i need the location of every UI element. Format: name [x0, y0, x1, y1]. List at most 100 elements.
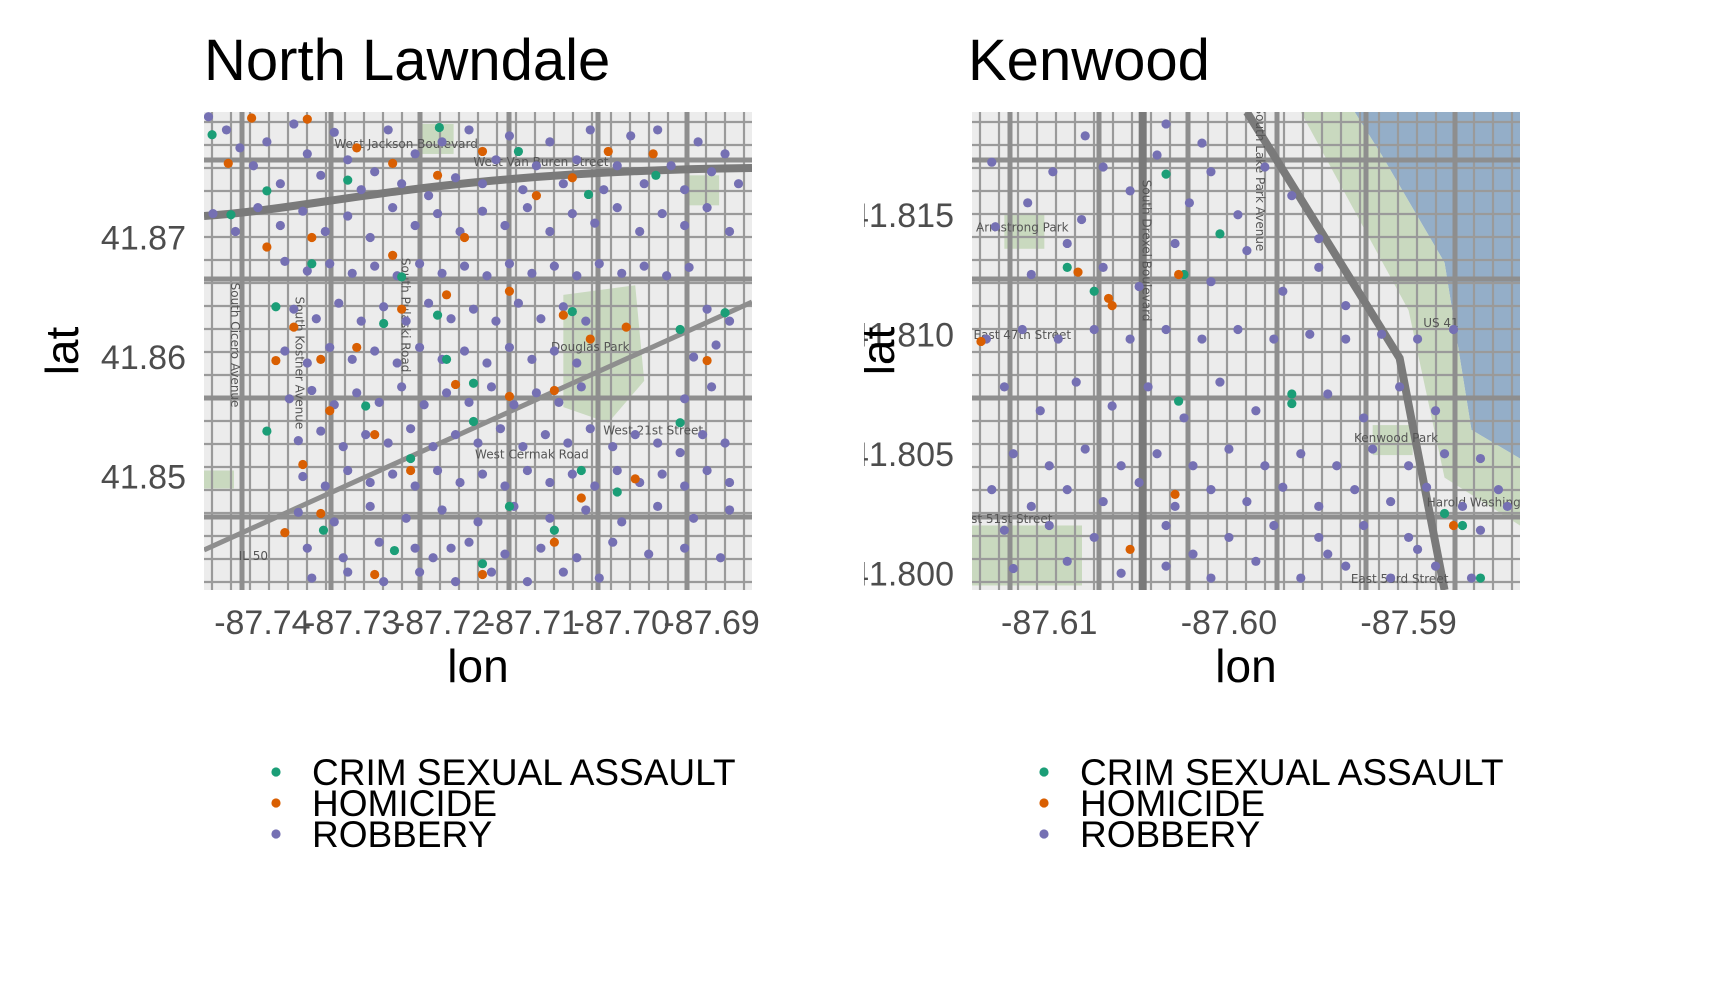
point-robbery: [653, 501, 663, 511]
y-tick-label: 41.800: [864, 555, 954, 593]
point-robbery: [379, 302, 389, 312]
point-crim-sexual-assault: [307, 259, 317, 269]
point-robbery: [343, 465, 353, 476]
point-robbery: [518, 185, 528, 195]
map-label-east-47th-street: East 47th Street: [974, 328, 1072, 342]
point-robbery: [612, 161, 622, 171]
x-tick-label: -87.72: [394, 604, 490, 642]
point-robbery: [657, 469, 667, 479]
point-homicide: [432, 170, 443, 180]
point-homicide: [316, 508, 326, 519]
point-robbery: [1206, 277, 1216, 287]
point-robbery: [320, 481, 330, 491]
point-robbery: [352, 388, 362, 398]
point-robbery: [518, 442, 528, 452]
x-tick-label: -87.70: [574, 604, 670, 642]
point-robbery: [486, 567, 497, 577]
point-robbery: [500, 481, 510, 491]
point-homicide: [1448, 520, 1459, 531]
point-crim-sexual-assault: [1161, 169, 1171, 179]
point-robbery: [612, 203, 622, 213]
street-grid: [204, 112, 752, 590]
point-homicide: [477, 569, 488, 580]
point-robbery: [379, 577, 389, 587]
point-robbery: [504, 131, 515, 141]
point-crim-sexual-assault: [612, 487, 622, 497]
point-robbery: [522, 203, 533, 213]
lake-michigan: [1354, 112, 1520, 459]
point-robbery: [410, 220, 420, 231]
point-robbery: [316, 170, 326, 180]
point-robbery: [617, 268, 627, 278]
point-crim-sexual-assault: [1089, 286, 1099, 296]
point-robbery: [235, 143, 245, 153]
point-homicide: [1174, 269, 1184, 280]
point-robbery: [1359, 413, 1369, 423]
point-robbery: [1116, 568, 1126, 578]
point-homicide: [648, 149, 658, 159]
point-homicide: [549, 385, 559, 396]
point-robbery: [1026, 269, 1036, 280]
point-robbery: [450, 430, 461, 440]
point-robbery: [1269, 334, 1279, 344]
map-label-south-lake-park-avenue: South Lake Park Avenue: [1253, 107, 1267, 252]
point-robbery: [464, 125, 474, 135]
point-robbery: [590, 481, 600, 491]
point-robbery: [558, 567, 568, 577]
series-homicide: [223, 113, 712, 580]
point-robbery: [343, 567, 353, 577]
point-robbery: [1412, 334, 1423, 344]
point-robbery: [617, 517, 627, 527]
point-robbery: [477, 179, 488, 189]
point-homicide: [302, 114, 312, 124]
point-robbery: [1125, 334, 1135, 344]
point-robbery: [1035, 406, 1045, 416]
point-homicide: [450, 379, 461, 390]
point-robbery: [491, 316, 501, 326]
point-robbery: [473, 438, 483, 448]
point-robbery: [1314, 501, 1324, 511]
point-crim-sexual-assault: [379, 318, 389, 329]
point-robbery: [1404, 532, 1414, 543]
point-robbery: [1161, 324, 1171, 335]
point-crim-sexual-assault: [1439, 508, 1450, 519]
point-robbery: [370, 167, 380, 177]
legend-key-robbery: [1039, 829, 1049, 839]
point-robbery: [662, 271, 672, 281]
point-robbery: [1439, 449, 1450, 459]
kenwood-chart: Armstrong Park East 47th Street South Drex…: [864, 28, 1520, 855]
point-robbery: [689, 352, 699, 362]
point-crim-sexual-assault: [675, 324, 685, 335]
legend-label-crim-sexual-assault: CRIM SEXUAL ASSAULT: [312, 752, 736, 793]
point-homicide: [621, 322, 631, 332]
point-robbery: [1269, 520, 1279, 531]
point-robbery: [1125, 186, 1135, 196]
point-robbery: [208, 208, 218, 219]
point-robbery: [383, 438, 393, 448]
point-robbery: [1098, 496, 1108, 507]
point-robbery: [477, 206, 488, 216]
point-robbery: [522, 577, 533, 587]
point-crim-sexual-assault: [675, 418, 685, 428]
point-crim-sexual-assault: [397, 272, 407, 282]
point-robbery: [549, 261, 559, 271]
point-homicide: [1170, 489, 1180, 499]
point-robbery: [473, 517, 483, 527]
point-robbery: [1386, 573, 1396, 583]
basemap: Armstrong Park East 47th Street South Drex…: [956, 107, 1520, 590]
point-robbery: [500, 549, 510, 559]
map-label-kenwood-park: Kenwood Park: [1354, 431, 1438, 445]
map-label-east-51st-street: East 51st Street: [956, 512, 1053, 526]
point-robbery: [325, 259, 335, 269]
point-robbery: [1089, 532, 1099, 543]
point-robbery: [540, 430, 550, 440]
point-homicide: [603, 146, 613, 157]
series-robbery: [981, 119, 1513, 583]
point-robbery: [1412, 544, 1423, 554]
legend-label-robbery: ROBBERY: [312, 814, 492, 855]
point-robbery: [1395, 382, 1405, 392]
point-robbery: [455, 477, 465, 488]
point-robbery: [1071, 377, 1081, 387]
point-robbery: [1332, 461, 1342, 471]
